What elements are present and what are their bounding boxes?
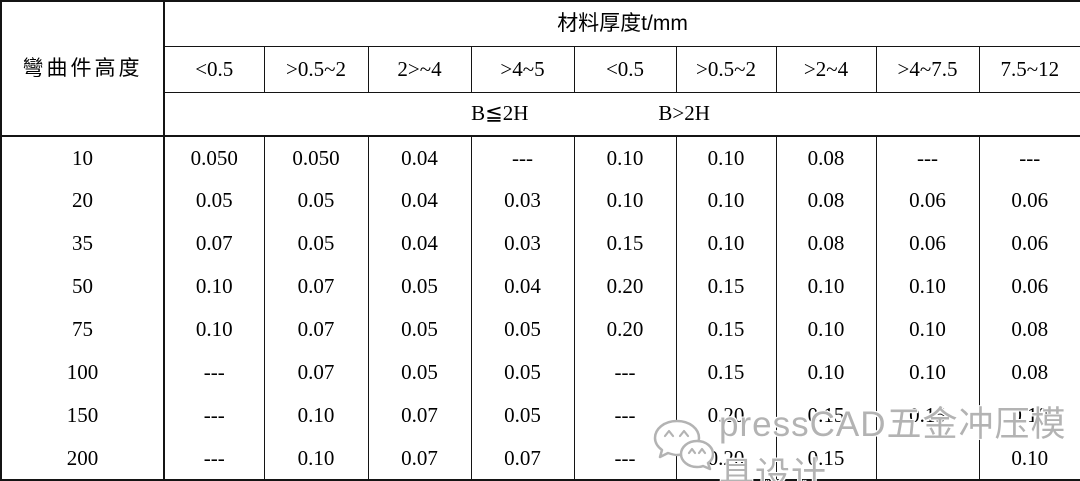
tolerance-value-cell: 0.15 xyxy=(675,351,777,394)
height-value-cell: 150 xyxy=(1,394,165,437)
tolerance-value-cell: 0.07 xyxy=(163,222,265,265)
tolerance-value-cell: --- xyxy=(163,394,265,437)
material-thickness-title-cell: 材料厚度t/mm xyxy=(164,1,1080,47)
tolerance-value-cell: 0.06 xyxy=(978,265,1080,308)
tolerance-value-cell: 0.08 xyxy=(775,136,877,179)
tolerance-value-cell: 0.20 xyxy=(573,265,677,308)
tolerance-value-cell: 0.15 xyxy=(675,308,777,351)
tolerance-value-cell: 0.15 xyxy=(775,437,877,480)
tolerance-value-cell: --- xyxy=(573,437,677,480)
height-value-cell: 50 xyxy=(1,265,165,308)
tolerance-value-cell: 0.04 xyxy=(367,179,472,222)
tolerance-value-cell: 0.15 xyxy=(775,394,877,437)
tolerance-value-cell: 0.050 xyxy=(263,136,369,179)
tolerance-value-cell: 0.10 xyxy=(573,136,677,179)
tolerance-value-cell: 0.10 xyxy=(573,179,677,222)
tolerance-value-cell: --- xyxy=(978,136,1080,179)
tolerance-value-cell: 0.07 xyxy=(470,437,575,480)
tolerance-value-cell: 0.06 xyxy=(978,179,1080,222)
tolerance-value-cell: --- xyxy=(163,351,265,394)
tolerance-value-cell: 0.06 xyxy=(875,179,980,222)
tolerance-value-cell: 0.05 xyxy=(163,179,265,222)
tolerance-value-cell: 0.03 xyxy=(470,179,575,222)
tolerance-value-cell: 0.10 xyxy=(775,308,877,351)
tolerance-value-cell: 0.05 xyxy=(367,308,472,351)
tolerance-value-cell: 0.10 xyxy=(775,351,877,394)
tolerance-value-cell: 0.10 xyxy=(675,222,777,265)
height-value-cell: 35 xyxy=(1,222,165,265)
tolerance-value-cell: 0.20 xyxy=(675,394,777,437)
tolerance-value-cell: 0.04 xyxy=(470,265,575,308)
tolerance-value-cell: 0.05 xyxy=(263,222,369,265)
bend-height-header-cell: 彎曲件高度 xyxy=(1,1,165,137)
tolerance-value-cell: --- xyxy=(875,136,980,179)
tolerance-value-cell: --- xyxy=(573,351,677,394)
thickness-range-cell: >0.5~2 xyxy=(263,45,369,93)
tolerance-value-cell: 0.04 xyxy=(367,222,472,265)
tolerance-value-cell: 0.10 xyxy=(875,351,980,394)
width-condition-cell: B≦2H B>2H xyxy=(164,91,1080,137)
tolerance-value-cell: 0.10 xyxy=(263,394,369,437)
tolerance-value-cell: 0.07 xyxy=(367,394,472,437)
b-gt-2h-label: B>2H xyxy=(658,101,710,126)
tolerance-value-cell: 0.10 xyxy=(163,265,265,308)
tolerance-value-cell: 0.06 xyxy=(875,222,980,265)
tolerance-value-cell: 0.10 xyxy=(875,308,980,351)
tolerance-value-cell: 0.050 xyxy=(163,136,265,179)
thickness-range-cell: 2>~4 xyxy=(367,45,472,93)
tolerance-value-cell: 0.10 xyxy=(978,437,1080,480)
tolerance-value-cell: 0.08 xyxy=(978,308,1080,351)
tolerance-value-cell: 0.05 xyxy=(470,308,575,351)
tolerance-value-cell: 0.04 xyxy=(367,136,472,179)
tolerance-value-cell: --- xyxy=(163,437,265,480)
thickness-range-cell: >4~5 xyxy=(470,45,575,93)
tolerance-value-cell: 0.08 xyxy=(978,351,1080,394)
tolerance-value-cell: 0.20 xyxy=(573,308,677,351)
tolerance-value-cell: 0.15 xyxy=(875,394,980,437)
height-value-cell: 10 xyxy=(1,136,165,179)
tolerance-value-cell: 0.07 xyxy=(367,437,472,480)
tolerance-value-cell: --- xyxy=(573,394,677,437)
tolerance-value-cell: 0.10 xyxy=(675,179,777,222)
tolerance-value-cell: 0.05 xyxy=(470,351,575,394)
tolerance-value-cell: --- xyxy=(470,136,575,179)
tolerance-value-cell: 0.20 xyxy=(675,437,777,480)
thickness-range-cell: <0.5 xyxy=(163,45,265,93)
b-le-2h-label: B≦2H xyxy=(471,101,529,126)
tolerance-value-cell: 0.10 xyxy=(163,308,265,351)
tolerance-value-cell: 0.07 xyxy=(263,265,369,308)
tolerance-value-cell xyxy=(875,437,980,480)
tolerance-value-cell: 0.15 xyxy=(675,265,777,308)
thickness-range-cell: 7.5~12 xyxy=(978,45,1080,93)
tolerance-value-cell: 0.06 xyxy=(978,222,1080,265)
height-value-cell: 200 xyxy=(1,437,165,480)
thickness-range-cell: >0.5~2 xyxy=(675,45,777,93)
tolerance-value-cell: 0.05 xyxy=(367,351,472,394)
tolerance-value-cell: 0.10 xyxy=(978,394,1080,437)
tolerance-value-cell: 0.08 xyxy=(775,222,877,265)
tolerance-value-cell: 0.10 xyxy=(775,265,877,308)
thickness-range-cell: <0.5 xyxy=(573,45,677,93)
height-value-cell: 20 xyxy=(1,179,165,222)
tolerance-value-cell: 0.03 xyxy=(470,222,575,265)
thickness-range-cell: >2~4 xyxy=(775,45,877,93)
tolerance-value-cell: 0.10 xyxy=(875,265,980,308)
tolerance-value-cell: 0.07 xyxy=(263,308,369,351)
tolerance-value-cell: 0.07 xyxy=(263,351,369,394)
tolerance-value-cell: 0.10 xyxy=(675,136,777,179)
height-value-cell: 100 xyxy=(1,351,165,394)
height-value-cell: 75 xyxy=(1,308,165,351)
tolerance-value-cell: 0.10 xyxy=(263,437,369,480)
tolerance-value-cell: 0.05 xyxy=(263,179,369,222)
thickness-range-cell: >4~7.5 xyxy=(875,45,980,93)
tolerance-value-cell: 0.15 xyxy=(573,222,677,265)
tolerance-value-cell: 0.08 xyxy=(775,179,877,222)
tolerance-value-cell: 0.05 xyxy=(367,265,472,308)
tolerance-value-cell: 0.05 xyxy=(470,394,575,437)
